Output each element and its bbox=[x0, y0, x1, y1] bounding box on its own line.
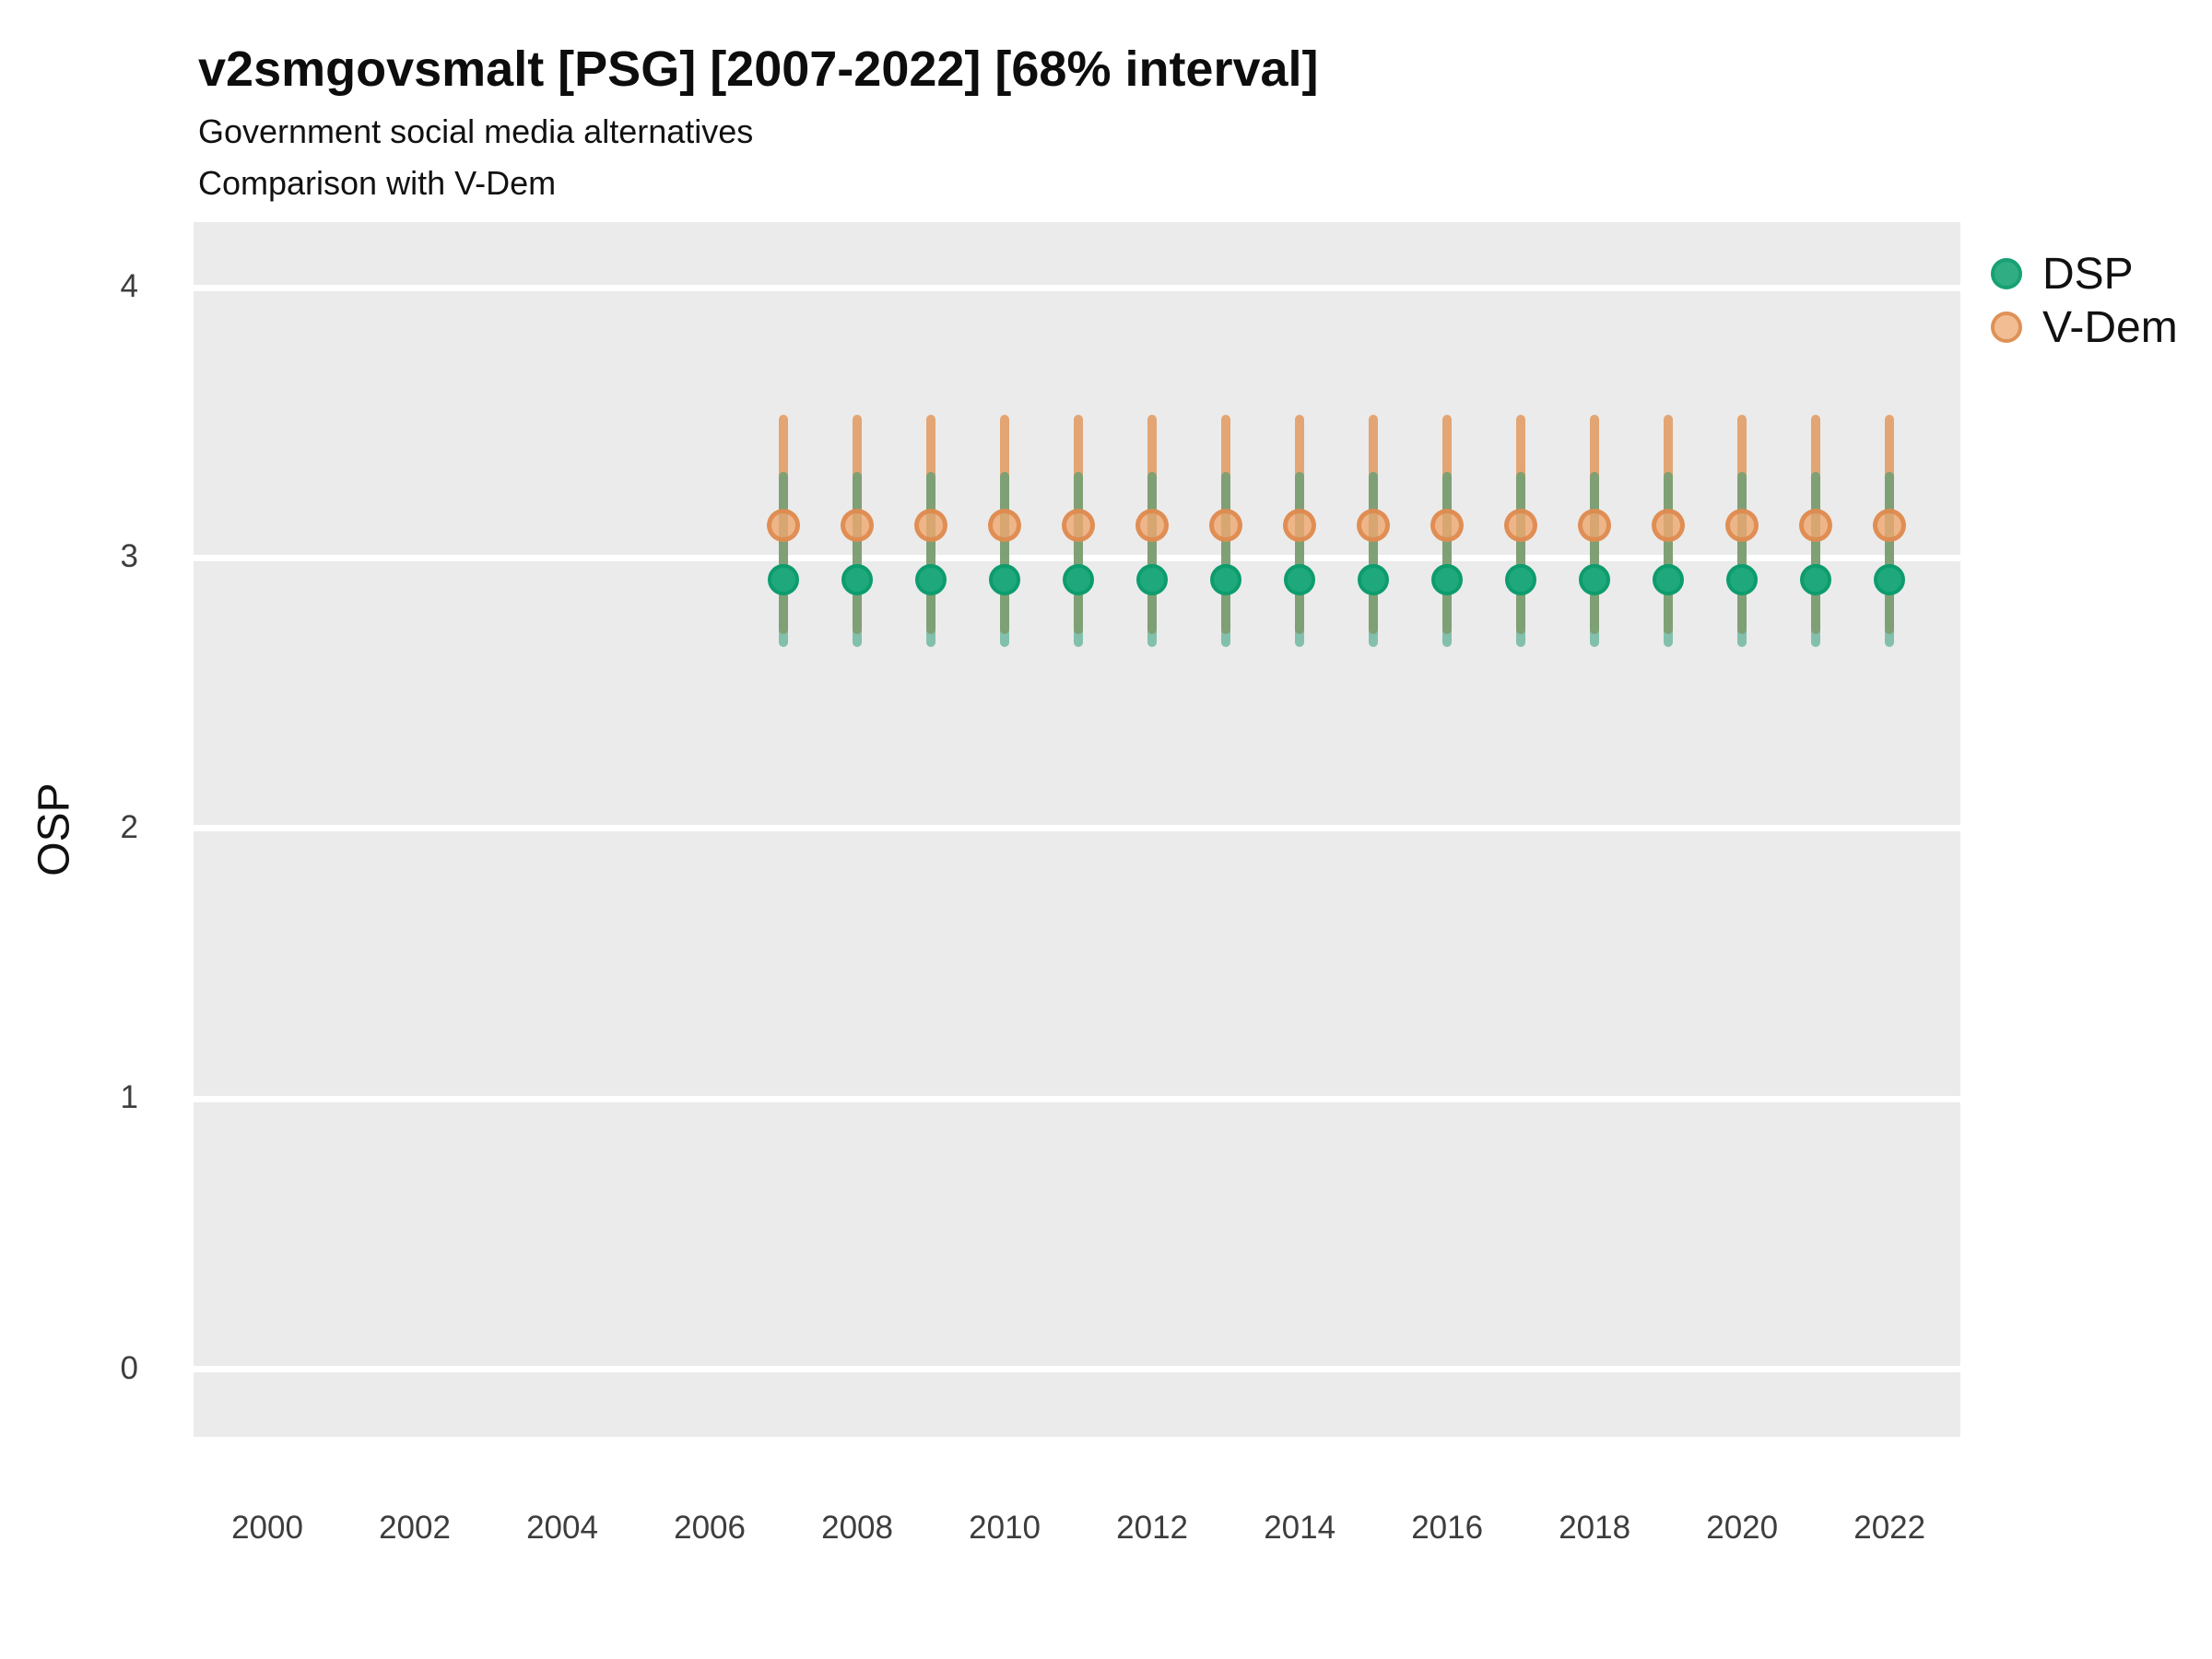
dsp-interval-bar bbox=[1811, 471, 1821, 648]
gridline-y-1 bbox=[194, 1095, 1960, 1102]
x-tick-label: 2006 bbox=[674, 1510, 746, 1546]
dsp-interval-bar bbox=[1295, 471, 1305, 648]
dsp-legend-key-icon bbox=[1991, 258, 2022, 289]
legend-label-dsp: DSP bbox=[2042, 249, 2134, 299]
dsp-point bbox=[768, 563, 800, 595]
dsp-point bbox=[1136, 563, 1169, 595]
x-tick-label: 2016 bbox=[1411, 1510, 1484, 1546]
dsp-point bbox=[1874, 563, 1906, 595]
vdem-point bbox=[767, 509, 801, 543]
dsp-interval-bar bbox=[1000, 471, 1010, 648]
dsp-interval-bar bbox=[926, 471, 936, 648]
plot-panel bbox=[194, 222, 1960, 1437]
gridline-y-2 bbox=[194, 825, 1960, 832]
dsp-point bbox=[1358, 563, 1390, 595]
x-tick-label: 2002 bbox=[379, 1510, 451, 1546]
vdem-point bbox=[1652, 509, 1686, 543]
vdem-point bbox=[1357, 509, 1391, 543]
dsp-interval-bar bbox=[1737, 471, 1747, 648]
vdem-point bbox=[841, 509, 875, 543]
vdem-point bbox=[988, 509, 1022, 543]
dsp-interval-bar bbox=[1442, 471, 1453, 648]
vdem-point bbox=[1430, 509, 1465, 543]
x-tick-label: 2008 bbox=[821, 1510, 893, 1546]
vdem-point bbox=[1578, 509, 1612, 543]
dsp-interval-bar bbox=[1664, 471, 1674, 648]
chart-subtitle-line2: Comparison with V-Dem bbox=[198, 164, 557, 202]
dsp-interval-bar bbox=[1885, 471, 1895, 648]
dsp-point bbox=[1284, 563, 1316, 595]
dsp-point bbox=[1431, 563, 1464, 595]
dsp-interval-bar bbox=[1221, 471, 1231, 648]
dsp-point bbox=[1653, 563, 1685, 595]
dsp-interval-bar bbox=[1074, 471, 1084, 648]
dsp-interval-bar bbox=[1516, 471, 1526, 648]
y-tick-label: 0 bbox=[120, 1349, 138, 1386]
dsp-point bbox=[1063, 563, 1095, 595]
x-tick-label: 2022 bbox=[1853, 1510, 1926, 1546]
chart-title: v2smgovsmalt [PSG] [2007-2022] [68% inte… bbox=[198, 41, 1319, 97]
legend: DSP V-Dem bbox=[1991, 247, 2178, 354]
vdem-point bbox=[1799, 509, 1833, 543]
dsp-interval-bar bbox=[853, 471, 863, 648]
y-tick-label: 3 bbox=[120, 538, 138, 575]
dsp-interval-bar bbox=[1147, 471, 1158, 648]
y-tick-label: 2 bbox=[120, 808, 138, 845]
chart-subtitle-line1: Government social media alternatives bbox=[198, 112, 754, 150]
vdem-point bbox=[1135, 509, 1170, 543]
vdem-point bbox=[1725, 509, 1759, 543]
x-tick-label: 2012 bbox=[1116, 1510, 1189, 1546]
vdem-point bbox=[1283, 509, 1317, 543]
y-tick-label: 4 bbox=[120, 268, 138, 305]
gridline-y-0 bbox=[194, 1366, 1960, 1373]
vdem-point bbox=[1062, 509, 1096, 543]
x-tick-label: 2010 bbox=[969, 1510, 1041, 1546]
dsp-point bbox=[1726, 563, 1759, 595]
gridline-y-4 bbox=[194, 284, 1960, 291]
dsp-point bbox=[915, 563, 947, 595]
dsp-interval-bar bbox=[779, 471, 789, 648]
dsp-point bbox=[1800, 563, 1832, 595]
x-tick-label: 2004 bbox=[526, 1510, 598, 1546]
legend-label-vdem: V-Dem bbox=[2042, 302, 2178, 352]
vdem-point bbox=[1209, 509, 1243, 543]
y-tick-label: 1 bbox=[120, 1079, 138, 1116]
dsp-point bbox=[1505, 563, 1537, 595]
dsp-point bbox=[841, 563, 874, 595]
x-tick-label: 2020 bbox=[1706, 1510, 1779, 1546]
legend-item-vdem: V-Dem bbox=[1991, 300, 2178, 354]
dsp-interval-bar bbox=[1590, 471, 1600, 648]
x-tick-label: 2014 bbox=[1264, 1510, 1336, 1546]
dsp-point bbox=[1210, 563, 1242, 595]
dsp-interval-bar bbox=[1369, 471, 1379, 648]
vdem-legend-key-icon bbox=[1991, 312, 2022, 343]
vdem-point bbox=[1504, 509, 1538, 543]
vdem-point bbox=[1873, 509, 1907, 543]
legend-item-dsp: DSP bbox=[1991, 247, 2178, 300]
dsp-point bbox=[989, 563, 1021, 595]
x-tick-label: 2000 bbox=[231, 1510, 303, 1546]
dsp-point bbox=[1579, 563, 1611, 595]
vdem-point bbox=[914, 509, 948, 543]
x-tick-label: 2018 bbox=[1559, 1510, 1631, 1546]
